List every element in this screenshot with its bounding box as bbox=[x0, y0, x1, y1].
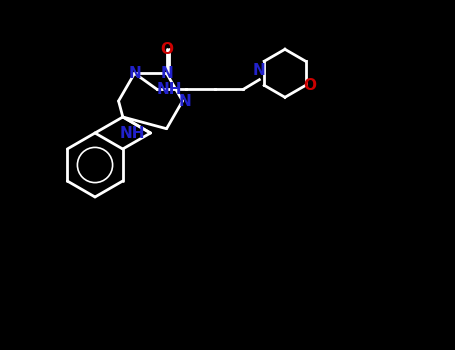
Text: N: N bbox=[160, 66, 173, 81]
Text: N: N bbox=[128, 66, 141, 81]
Text: NH: NH bbox=[157, 82, 182, 97]
Text: O: O bbox=[160, 42, 173, 57]
Text: N: N bbox=[253, 63, 266, 78]
Text: O: O bbox=[303, 78, 316, 93]
Text: N: N bbox=[178, 93, 191, 108]
Text: NH: NH bbox=[120, 126, 146, 140]
